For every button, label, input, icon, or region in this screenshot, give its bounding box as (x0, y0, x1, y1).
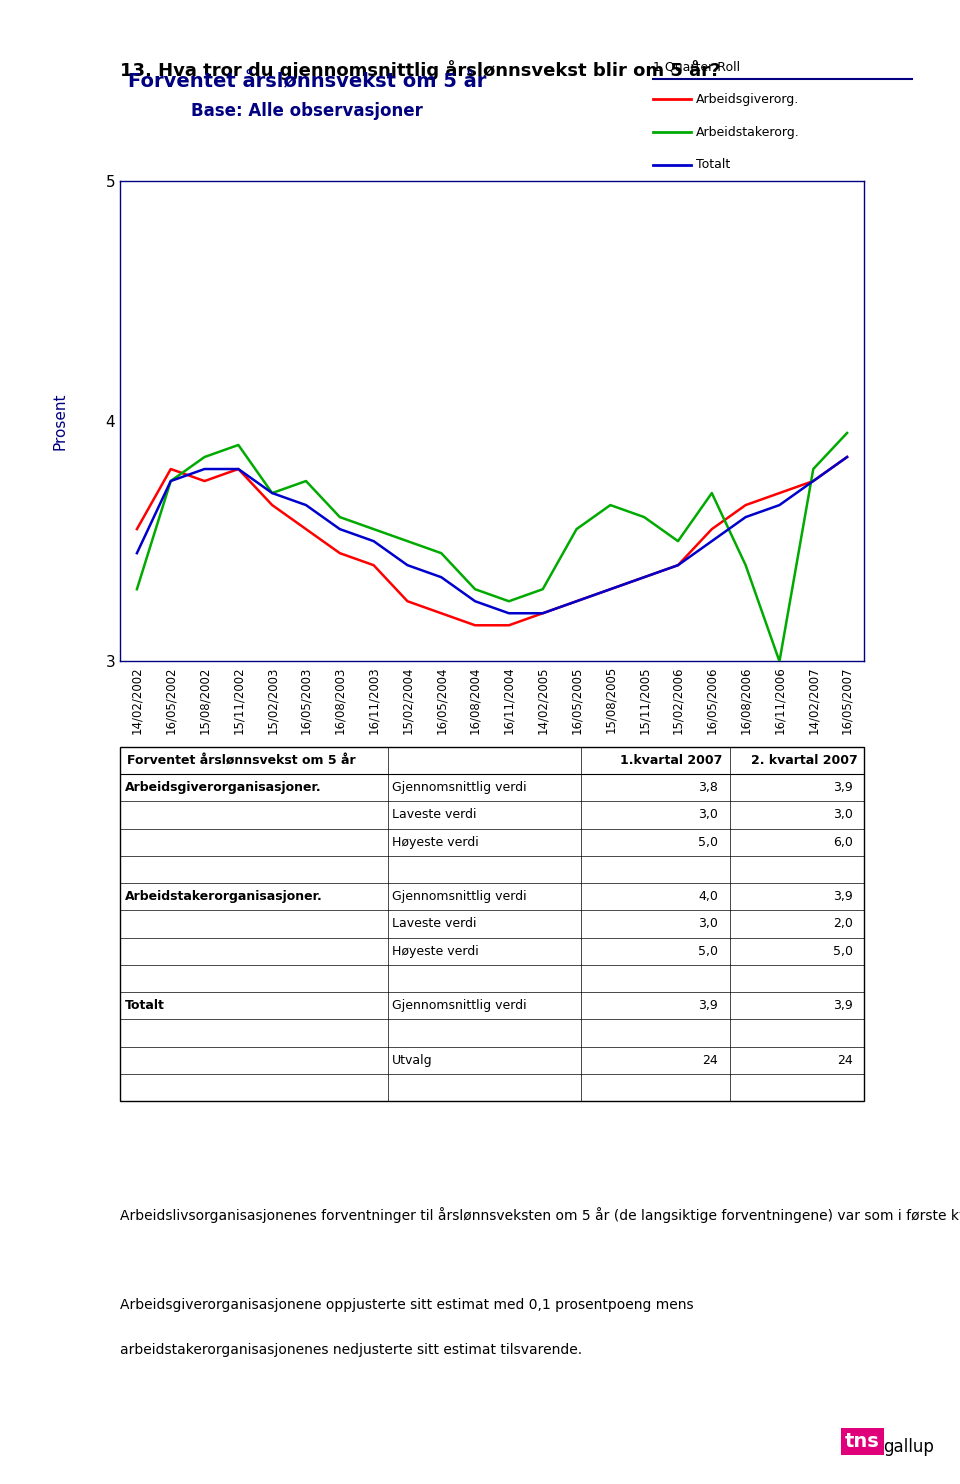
Text: 2. kvartal 2007: 2. kvartal 2007 (751, 754, 857, 767)
Text: 5,0: 5,0 (698, 835, 718, 849)
Text: 24: 24 (837, 1054, 853, 1067)
Text: 4,0: 4,0 (698, 890, 718, 904)
Text: Gjennomsnittlig verdi: Gjennomsnittlig verdi (392, 890, 526, 904)
Text: Base: Alle observasjoner: Base: Alle observasjoner (191, 102, 423, 120)
Text: arbeidstakerorganisasjonenes nedjusterte sitt estimat tilsvarende.: arbeidstakerorganisasjonenes nedjusterte… (120, 1343, 582, 1358)
Text: 13. Hva tror du gjennomsnittlig årslønnsvekst blir om 5 år?: 13. Hva tror du gjennomsnittlig årslønns… (120, 59, 720, 80)
Text: Utvalg: Utvalg (392, 1054, 432, 1067)
Text: gallup: gallup (883, 1438, 934, 1456)
Text: 2,0: 2,0 (833, 917, 853, 930)
Text: Laveste verdi: Laveste verdi (392, 809, 476, 821)
Text: 5,0: 5,0 (698, 945, 718, 957)
Text: 3,0: 3,0 (698, 809, 718, 821)
Text: 24: 24 (703, 1054, 718, 1067)
Text: Høyeste verdi: Høyeste verdi (392, 835, 478, 849)
Text: Gjennomsnittlig verdi: Gjennomsnittlig verdi (392, 781, 526, 794)
Text: Forventet årslønnsvekst om 5 år: Forventet årslønnsvekst om 5 år (128, 73, 487, 91)
Text: Forventet årslønnsvekst om 5 år: Forventet årslønnsvekst om 5 år (128, 754, 356, 767)
Text: 3,8: 3,8 (698, 781, 718, 794)
Text: 1.kvartal 2007: 1.kvartal 2007 (620, 754, 723, 767)
Text: Gjennomsnittlig verdi: Gjennomsnittlig verdi (392, 999, 526, 1012)
Text: 3,9: 3,9 (699, 999, 718, 1012)
Text: Totalt: Totalt (126, 999, 165, 1012)
Text: Arbeidsgiverorg.: Arbeidsgiverorg. (696, 93, 800, 105)
Y-axis label: Prosent: Prosent (53, 392, 68, 450)
Text: Arbeidstakerorganisasjoner.: Arbeidstakerorganisasjoner. (126, 890, 324, 904)
Text: 3,9: 3,9 (833, 890, 853, 904)
Text: 3,9: 3,9 (833, 781, 853, 794)
Text: Arbeidsgiverorganisasjonene oppjusterte sitt estimat med 0,1 prosentpoeng mens: Arbeidsgiverorganisasjonene oppjusterte … (120, 1298, 694, 1312)
Text: Laveste verdi: Laveste verdi (392, 917, 476, 930)
Text: Arbeidsgiverorganisasjoner.: Arbeidsgiverorganisasjoner. (126, 781, 322, 794)
Text: tns: tns (845, 1432, 879, 1451)
Text: Høyeste verdi: Høyeste verdi (392, 945, 478, 957)
Text: 3,0: 3,0 (698, 917, 718, 930)
Text: 1 Quarter Roll: 1 Quarter Roll (653, 61, 740, 73)
Text: 3,9: 3,9 (833, 999, 853, 1012)
Text: Arbeidslivsorganisasjonenes forventninger til årslønnsveksten om 5 år (de langsi: Arbeidslivsorganisasjonenes forventninge… (120, 1206, 960, 1223)
Text: 5,0: 5,0 (833, 945, 853, 957)
Text: 6,0: 6,0 (833, 835, 853, 849)
Text: 3,0: 3,0 (833, 809, 853, 821)
Text: Arbeidstakerorg.: Arbeidstakerorg. (696, 126, 800, 138)
Text: Totalt: Totalt (696, 159, 731, 171)
